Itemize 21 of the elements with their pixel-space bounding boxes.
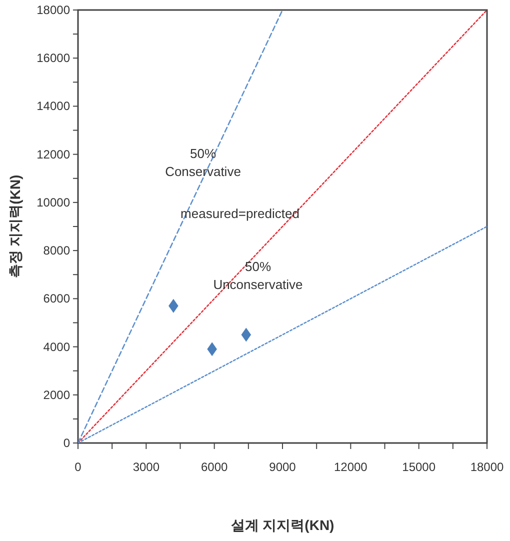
x-tick-label: 9000	[269, 460, 296, 474]
x-tick-label: 3000	[132, 460, 160, 474]
y-tick-label: 12000	[36, 147, 70, 162]
x-tick-label: 0	[74, 460, 82, 474]
x-tick-label: 18000	[470, 460, 504, 474]
y-tick-label: 10000	[36, 195, 70, 210]
x-tick-label: 15000	[402, 460, 436, 474]
y-axis-title: 측정 지지력(KN)	[7, 174, 23, 278]
annotation: 50% Conservative	[165, 146, 241, 179]
annotation: 50% Unconservative	[213, 259, 303, 292]
y-tick-label: 6000	[43, 292, 70, 306]
y-tick-label: 4000	[43, 340, 70, 354]
y-tick-label: 2000	[43, 388, 70, 402]
y-tick-label: 8000	[43, 244, 70, 258]
y-tick-label: 14000	[36, 99, 70, 114]
y-tick-label: 16000	[36, 51, 70, 66]
y-tick-label: 0	[63, 436, 70, 450]
x-tick-label: 12000	[334, 460, 368, 474]
x-tick-label: 6000	[200, 460, 228, 474]
x-axis-title: 설계 지지력(KN)	[230, 517, 334, 533]
y-tick-label: 18000	[36, 3, 70, 17]
